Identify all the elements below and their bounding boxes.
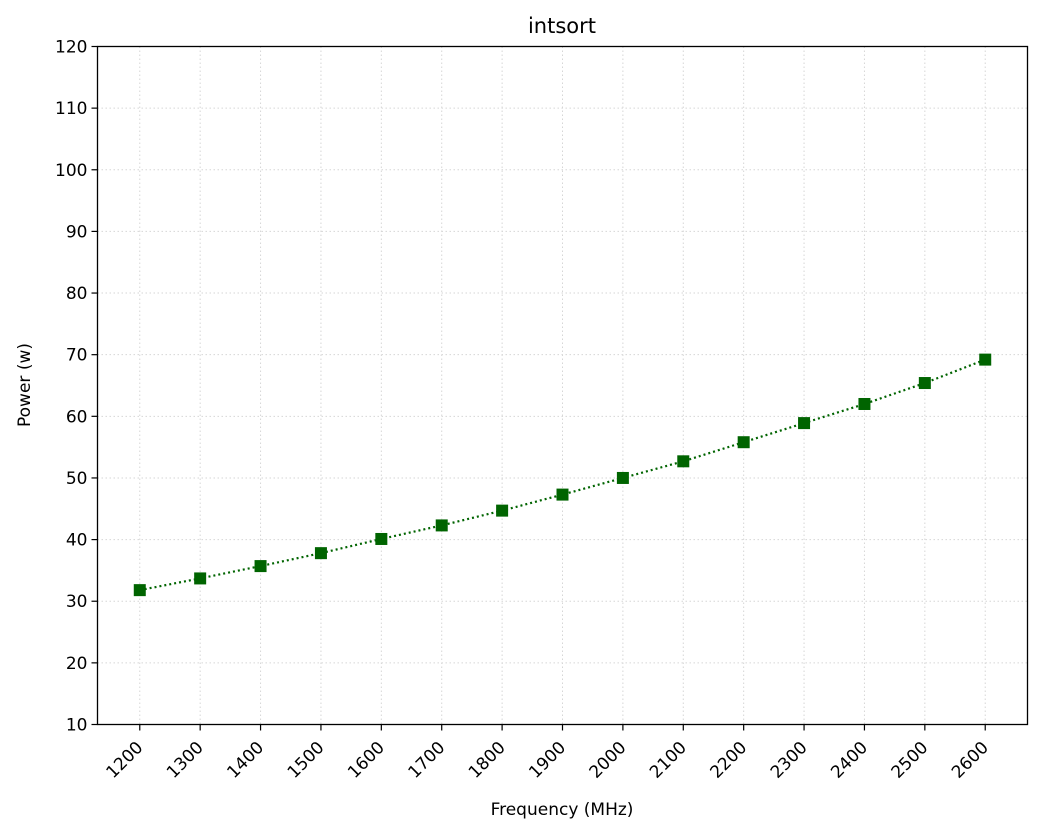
data-point [435,519,448,532]
x-tick-label: 1700 [405,738,450,783]
x-tick-label: 1300 [163,738,208,783]
y-tick-label: 60 [66,407,88,427]
data-point [918,377,931,390]
x-tick-label: 2400 [827,738,872,783]
data-point [737,436,750,449]
data-point [677,455,690,468]
x-tick-label: 2500 [888,738,933,783]
x-axis-label: Frequency (MHz) [491,800,634,820]
y-tick-label: 90 [66,222,88,242]
y-tick-label: 110 [55,99,87,119]
x-tick-label: 2000 [586,738,631,783]
chart-title: intsort [528,14,596,38]
data-point [254,560,267,573]
series-layer [133,353,992,597]
y-tick-label: 50 [66,469,88,489]
y-tick-label: 40 [66,531,88,551]
data-point [375,532,388,545]
x-tick-label: 2300 [767,738,812,783]
y-tick-label: 70 [66,346,88,366]
x-tick-label: 1200 [103,738,148,783]
x-tick-label: 1500 [284,738,329,783]
x-tick-label: 1600 [344,738,389,783]
data-point [496,504,509,517]
y-tick-label: 20 [66,654,88,674]
data-point [314,547,327,560]
data-point [194,572,207,585]
data-point [858,397,871,410]
y-tick-label: 10 [66,716,88,736]
y-axis: 10 20 30 40 50 60 70 80 90 100 110 120 [55,38,98,736]
y-tick-label: 80 [66,284,88,304]
x-tick-label: 1800 [465,738,510,783]
x-tick-label: 2200 [706,738,751,783]
x-tick-label: 1400 [223,738,268,783]
data-point [798,417,811,430]
y-tick-label: 120 [55,38,87,58]
data-point [556,488,569,501]
y-axis-label: Power (w) [15,343,35,427]
x-tick-label: 2600 [948,738,993,783]
y-tick-label: 30 [66,592,88,612]
y-tick-label: 100 [55,161,87,181]
data-point [616,471,629,484]
x-tick-label: 2100 [646,738,691,783]
data-point [133,584,146,597]
grid [97,46,1028,725]
x-tick-label: 1900 [525,738,570,783]
data-point [979,353,992,366]
x-axis: 1200 1300 1400 1500 1600 1700 1800 1900 2000 2100… [103,724,993,783]
